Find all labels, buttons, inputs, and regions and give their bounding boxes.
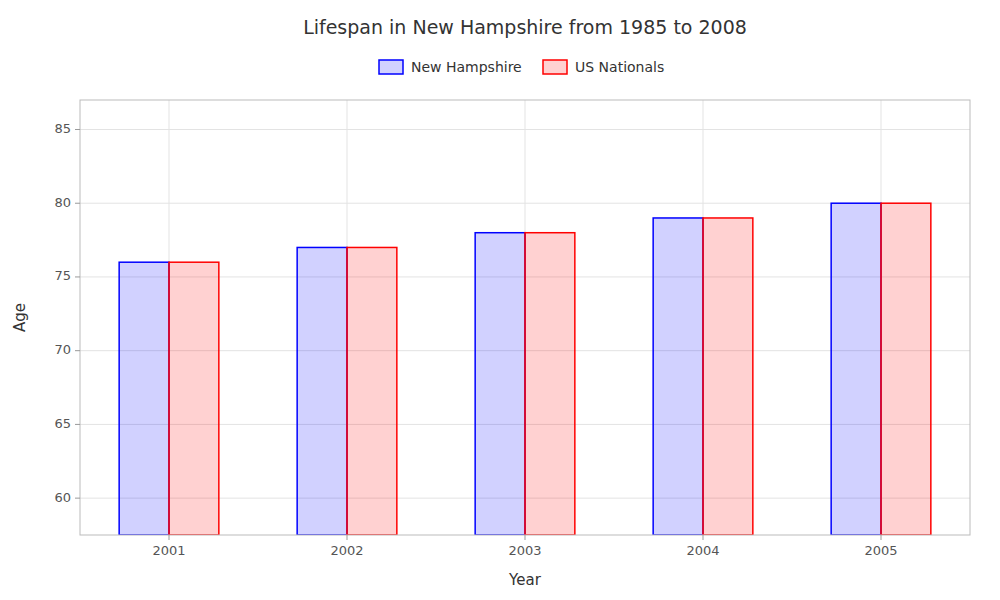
chart: 60 65 70 75 80 85 2001 2002 2003 2004 2005 Year Age L…: [0, 0, 1000, 600]
chart-container: 60 65 70 75 80 85 2001 2002 2003 2004 2005 Year Age L…: [0, 0, 1000, 600]
bars: [119, 203, 931, 535]
y-tick: [75, 276, 80, 277]
x-tick: [525, 535, 526, 540]
legend-swatch: [379, 60, 403, 74]
x-tick: [347, 535, 348, 540]
y-tick-label: 70: [54, 342, 71, 357]
x-tick-label: 2002: [330, 543, 363, 558]
y-axis: 60 65 70 75 80 85: [54, 121, 80, 505]
bar: [297, 247, 347, 535]
bar: [475, 233, 525, 535]
x-tick: [703, 535, 704, 540]
x-tick: [169, 535, 170, 540]
legend-label: New Hampshire: [411, 59, 522, 75]
y-tick: [75, 350, 80, 351]
x-tick-label: 2003: [508, 543, 541, 558]
bar: [881, 203, 931, 535]
y-tick: [75, 203, 80, 204]
x-axis: 2001 2002 2003 2004 2005: [152, 535, 897, 558]
grid: [80, 100, 970, 535]
y-tick-label: 80: [54, 195, 71, 210]
y-tick: [75, 129, 80, 130]
plot-frame: [80, 100, 970, 535]
bar: [703, 218, 753, 535]
page: {"chart_data": {"type": "bar", "title": …: [0, 0, 1000, 600]
bar: [347, 247, 397, 535]
y-tick-label: 85: [54, 121, 71, 136]
y-tick: [75, 424, 80, 425]
legend-label: US Nationals: [575, 59, 664, 75]
legend-swatch: [543, 60, 567, 74]
x-tick-label: 2004: [686, 543, 719, 558]
y-tick-label: 65: [54, 416, 71, 431]
y-axis-label: Age: [11, 303, 29, 332]
x-tick: [881, 535, 882, 540]
bar: [831, 203, 881, 535]
y-tick-label: 60: [54, 490, 71, 505]
bar: [525, 233, 575, 535]
x-axis-label: Year: [508, 571, 542, 589]
y-tick-label: 75: [54, 268, 71, 283]
legend: New Hampshire US Nationals: [379, 59, 664, 75]
bar: [653, 218, 703, 535]
x-tick-label: 2005: [864, 543, 897, 558]
y-tick: [75, 498, 80, 499]
bar: [169, 262, 219, 535]
bar: [119, 262, 169, 535]
x-tick-label: 2001: [152, 543, 185, 558]
title: Lifespan in New Hampshire from 1985 to 2…: [303, 16, 747, 38]
